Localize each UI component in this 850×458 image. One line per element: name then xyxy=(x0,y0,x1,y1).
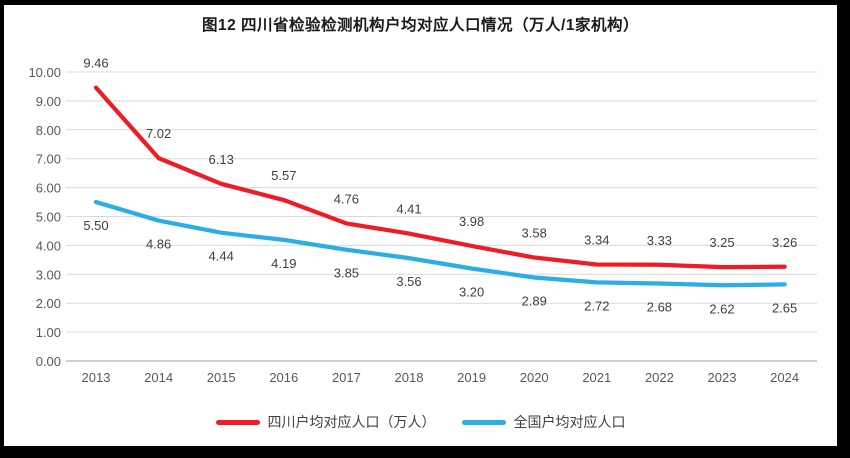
x-tick-label: 2021 xyxy=(582,370,611,385)
data-label: 2.89 xyxy=(522,293,547,308)
data-label: 3.58 xyxy=(522,226,547,241)
y-tick-label: 5.00 xyxy=(36,210,61,225)
y-tick-label: 2.00 xyxy=(36,296,61,311)
data-label: 5.50 xyxy=(83,218,108,233)
data-label: 5.57 xyxy=(271,168,296,183)
x-tick-label: 2017 xyxy=(332,370,361,385)
y-tick-label: 10.00 xyxy=(28,65,61,80)
x-tick-label: 2020 xyxy=(520,370,549,385)
data-label: 3.98 xyxy=(459,214,484,229)
x-tick-label: 2024 xyxy=(770,370,799,385)
legend-item-national: 全国户均对应人口 xyxy=(461,412,626,432)
legend-label-sichuan: 四川户均对应人口（万人） xyxy=(267,414,436,430)
data-label: 4.76 xyxy=(334,191,359,206)
data-label: 7.02 xyxy=(146,126,171,141)
data-label: 6.13 xyxy=(209,152,234,167)
data-label: 3.25 xyxy=(709,235,734,250)
legend-label-national: 全国户均对应人口 xyxy=(513,414,626,430)
chart-legend: 四川户均对应人口（万人） 全国户均对应人口 xyxy=(4,412,837,432)
x-tick-label: 2023 xyxy=(708,370,737,385)
data-label: 3.33 xyxy=(647,233,672,248)
data-label: 3.34 xyxy=(584,232,609,247)
chart-title: 图12 四川省检验检测机构户均对应人口情况（万人/1家机构） xyxy=(202,17,639,34)
data-label: 4.86 xyxy=(146,237,171,252)
y-tick-label: 3.00 xyxy=(36,267,61,282)
data-label: 4.19 xyxy=(271,256,296,271)
x-tick-label: 2019 xyxy=(457,370,486,385)
data-label: 2.65 xyxy=(772,300,797,315)
x-tick-label: 2016 xyxy=(269,370,298,385)
data-label: 2.68 xyxy=(647,300,672,315)
legend-item-sichuan: 四川户均对应人口（万人） xyxy=(215,412,436,432)
data-label: 3.20 xyxy=(459,285,484,300)
x-tick-label: 2014 xyxy=(144,370,173,385)
data-label: 2.62 xyxy=(709,301,734,316)
data-label: 9.46 xyxy=(83,56,108,71)
y-tick-label: 4.00 xyxy=(36,238,61,253)
series-line-national xyxy=(93,199,787,288)
y-tick-label: 6.00 xyxy=(36,181,61,196)
x-tick-label: 2013 xyxy=(82,370,111,385)
x-tick-label: 2015 xyxy=(207,370,236,385)
y-tick-label: 8.00 xyxy=(36,123,61,138)
data-label: 4.41 xyxy=(396,202,421,217)
y-tick-label: 0.00 xyxy=(36,354,61,369)
x-tick-label: 2022 xyxy=(645,370,674,385)
line-chart-plot: 0.00 1.00 2.00 3.00 4.00 5.00 6.00 7.00 8.00 9.00… xyxy=(28,56,817,385)
data-label: 4.44 xyxy=(209,249,234,264)
y-tick-label: 9.00 xyxy=(36,94,61,109)
x-tick-label: 2018 xyxy=(395,370,424,385)
series-line-sichuan xyxy=(93,85,787,270)
y-tick-label: 1.00 xyxy=(36,325,61,340)
chart-canvas: 图12 四川省检验检测机构户均对应人口情况（万人/1家机构） 0.00 1.00 2… xyxy=(4,5,837,446)
legend-swatch-sichuan xyxy=(215,419,260,425)
data-label: 2.72 xyxy=(584,298,609,313)
legend-swatch-national xyxy=(461,419,506,425)
data-label: 3.26 xyxy=(772,235,797,250)
data-label: 3.56 xyxy=(396,274,421,289)
data-label: 3.85 xyxy=(334,266,359,281)
y-tick-label: 7.00 xyxy=(36,152,61,167)
